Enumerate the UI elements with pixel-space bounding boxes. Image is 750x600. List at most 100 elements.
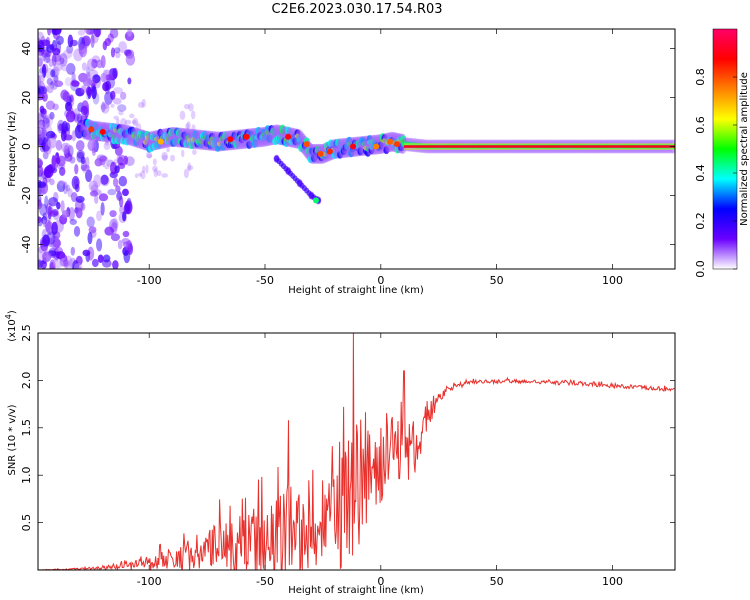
spectrogram-cell <box>40 39 50 47</box>
spectrogram-cell <box>51 53 61 63</box>
spectrogram-x-tick-label: 50 <box>490 274 504 287</box>
snr-x-ticks: -100 -50 0 50 100 <box>137 333 623 588</box>
spectrogram-cell <box>124 200 133 215</box>
spectrogram-cell <box>350 143 357 150</box>
spectrogram-cell <box>91 258 99 268</box>
spectrogram-cell <box>102 158 106 168</box>
spectrogram-cell <box>73 48 83 62</box>
spectrogram-cell <box>38 87 41 95</box>
spectrogram-cell <box>82 77 93 87</box>
spectrogram-cell <box>73 263 83 269</box>
spectrogram-cell <box>44 219 52 233</box>
spectrogram-cell <box>124 202 131 213</box>
spectrogram-cell <box>47 29 52 36</box>
spectrogram-cell <box>117 162 126 170</box>
spectrogram-cell <box>76 151 85 163</box>
spectrogram-cell <box>91 31 99 44</box>
spectrogram-cell <box>65 184 71 192</box>
spectrogram-cell <box>153 168 158 178</box>
spectrogram-cell <box>110 47 116 58</box>
colorbar-tick-label: 0.2 <box>694 212 707 230</box>
colorbar-tick-label: 0.0 <box>694 260 707 278</box>
spectrogram-cell <box>56 180 66 193</box>
spectrogram-cell <box>112 87 123 94</box>
spectrogram-cell <box>80 85 87 94</box>
spectrogram-y-tick-label: -20 <box>20 187 33 205</box>
spectrogram-cell <box>156 170 162 177</box>
spectrogram-cell <box>96 210 103 222</box>
spectrogram-cell <box>92 74 101 84</box>
spectrogram-y-tick-label: -40 <box>20 236 33 254</box>
spectrogram-cell <box>119 91 127 100</box>
colorbar-label: Normalized spectral amplitude <box>739 72 750 226</box>
spectrogram-cell <box>186 121 191 130</box>
spectrogram-cell <box>85 156 90 169</box>
spectrogram-cell <box>56 201 61 210</box>
spectrogram-y-tick-label: 20 <box>20 91 33 105</box>
spectrogram-cell <box>112 220 119 229</box>
spectrogram-cell <box>90 34 95 48</box>
spectrogram-cell <box>86 216 95 228</box>
spectrogram-cell <box>48 210 59 217</box>
spectrogram-cell <box>38 133 43 147</box>
spectrogram-cell <box>115 185 121 193</box>
spectrogram-cell <box>285 133 292 140</box>
spectrogram-cell <box>46 78 53 86</box>
spectrogram-cell <box>75 255 83 266</box>
spectrogram-cell <box>97 254 104 263</box>
spectrogram-cell <box>50 69 56 78</box>
spectrogram-x-tick-label: -100 <box>137 274 162 287</box>
spectrogram-cell <box>90 184 99 193</box>
spectrogram-cell <box>51 29 62 35</box>
spectrogram-cell <box>115 51 121 59</box>
spectrogram-cell <box>112 260 119 269</box>
spectrogram-cell <box>49 259 56 269</box>
spectrogram-cell <box>122 188 129 197</box>
spectrogram-cell <box>141 165 146 174</box>
spectrogram-cell <box>243 133 250 140</box>
spectrogram-cell <box>100 174 109 185</box>
spectrogram-cell <box>88 180 99 192</box>
spectrogram-cell <box>59 52 68 67</box>
snr-y-tick-label: 2.0 <box>20 372 33 390</box>
spectrogram-cell <box>69 218 78 225</box>
spectrogram-cell <box>117 154 127 166</box>
spectrogram-cell <box>99 128 106 135</box>
spectrogram-cell <box>103 142 111 151</box>
spectrogram-cell <box>38 259 44 268</box>
spectrogram-cell <box>52 53 57 67</box>
spectrogram-cell <box>137 172 143 177</box>
spectrogram-cell <box>303 141 310 148</box>
spectrogram-cell <box>110 222 118 235</box>
spectrogram-cell <box>65 122 71 132</box>
snr-series-line <box>38 333 675 570</box>
spectrogram-cell <box>81 62 87 71</box>
snr-y-ticks: 0.5 1.0 1.5 2.0 2.5 <box>20 324 675 531</box>
spectrogram-cell <box>134 173 139 179</box>
colorbar-ticks: 0.0 0.2 0.4 0.6 0.8 <box>694 68 737 278</box>
snr-marks <box>38 333 675 570</box>
spectrogram-cell <box>48 196 59 207</box>
spectrogram-cell <box>152 165 158 173</box>
spectrogram-cell <box>55 139 63 151</box>
spectrogram-cell <box>38 200 43 210</box>
spectrogram-cell <box>77 29 85 36</box>
spectrogram-cell <box>82 249 91 257</box>
spectrogram-cell <box>96 238 103 252</box>
spectrogram-cell <box>53 80 64 88</box>
snr-frame <box>37 332 676 571</box>
spectrogram-cell <box>46 231 56 245</box>
spectrogram-cell <box>38 138 45 146</box>
spectrogram-cell <box>42 124 53 136</box>
spectrogram-cell <box>104 37 111 47</box>
spectrogram-cell <box>110 161 114 170</box>
spectrogram-cell <box>91 147 97 157</box>
spectrogram-x-tick-label: 0 <box>377 274 384 287</box>
spectrogram-cell <box>103 103 110 109</box>
spectrogram-cell <box>38 85 45 95</box>
spectrogram-cell <box>119 205 124 214</box>
snr-x-tick-label: 100 <box>602 575 623 588</box>
spectrogram-cell <box>53 62 63 72</box>
spectrogram-cell <box>42 151 49 160</box>
